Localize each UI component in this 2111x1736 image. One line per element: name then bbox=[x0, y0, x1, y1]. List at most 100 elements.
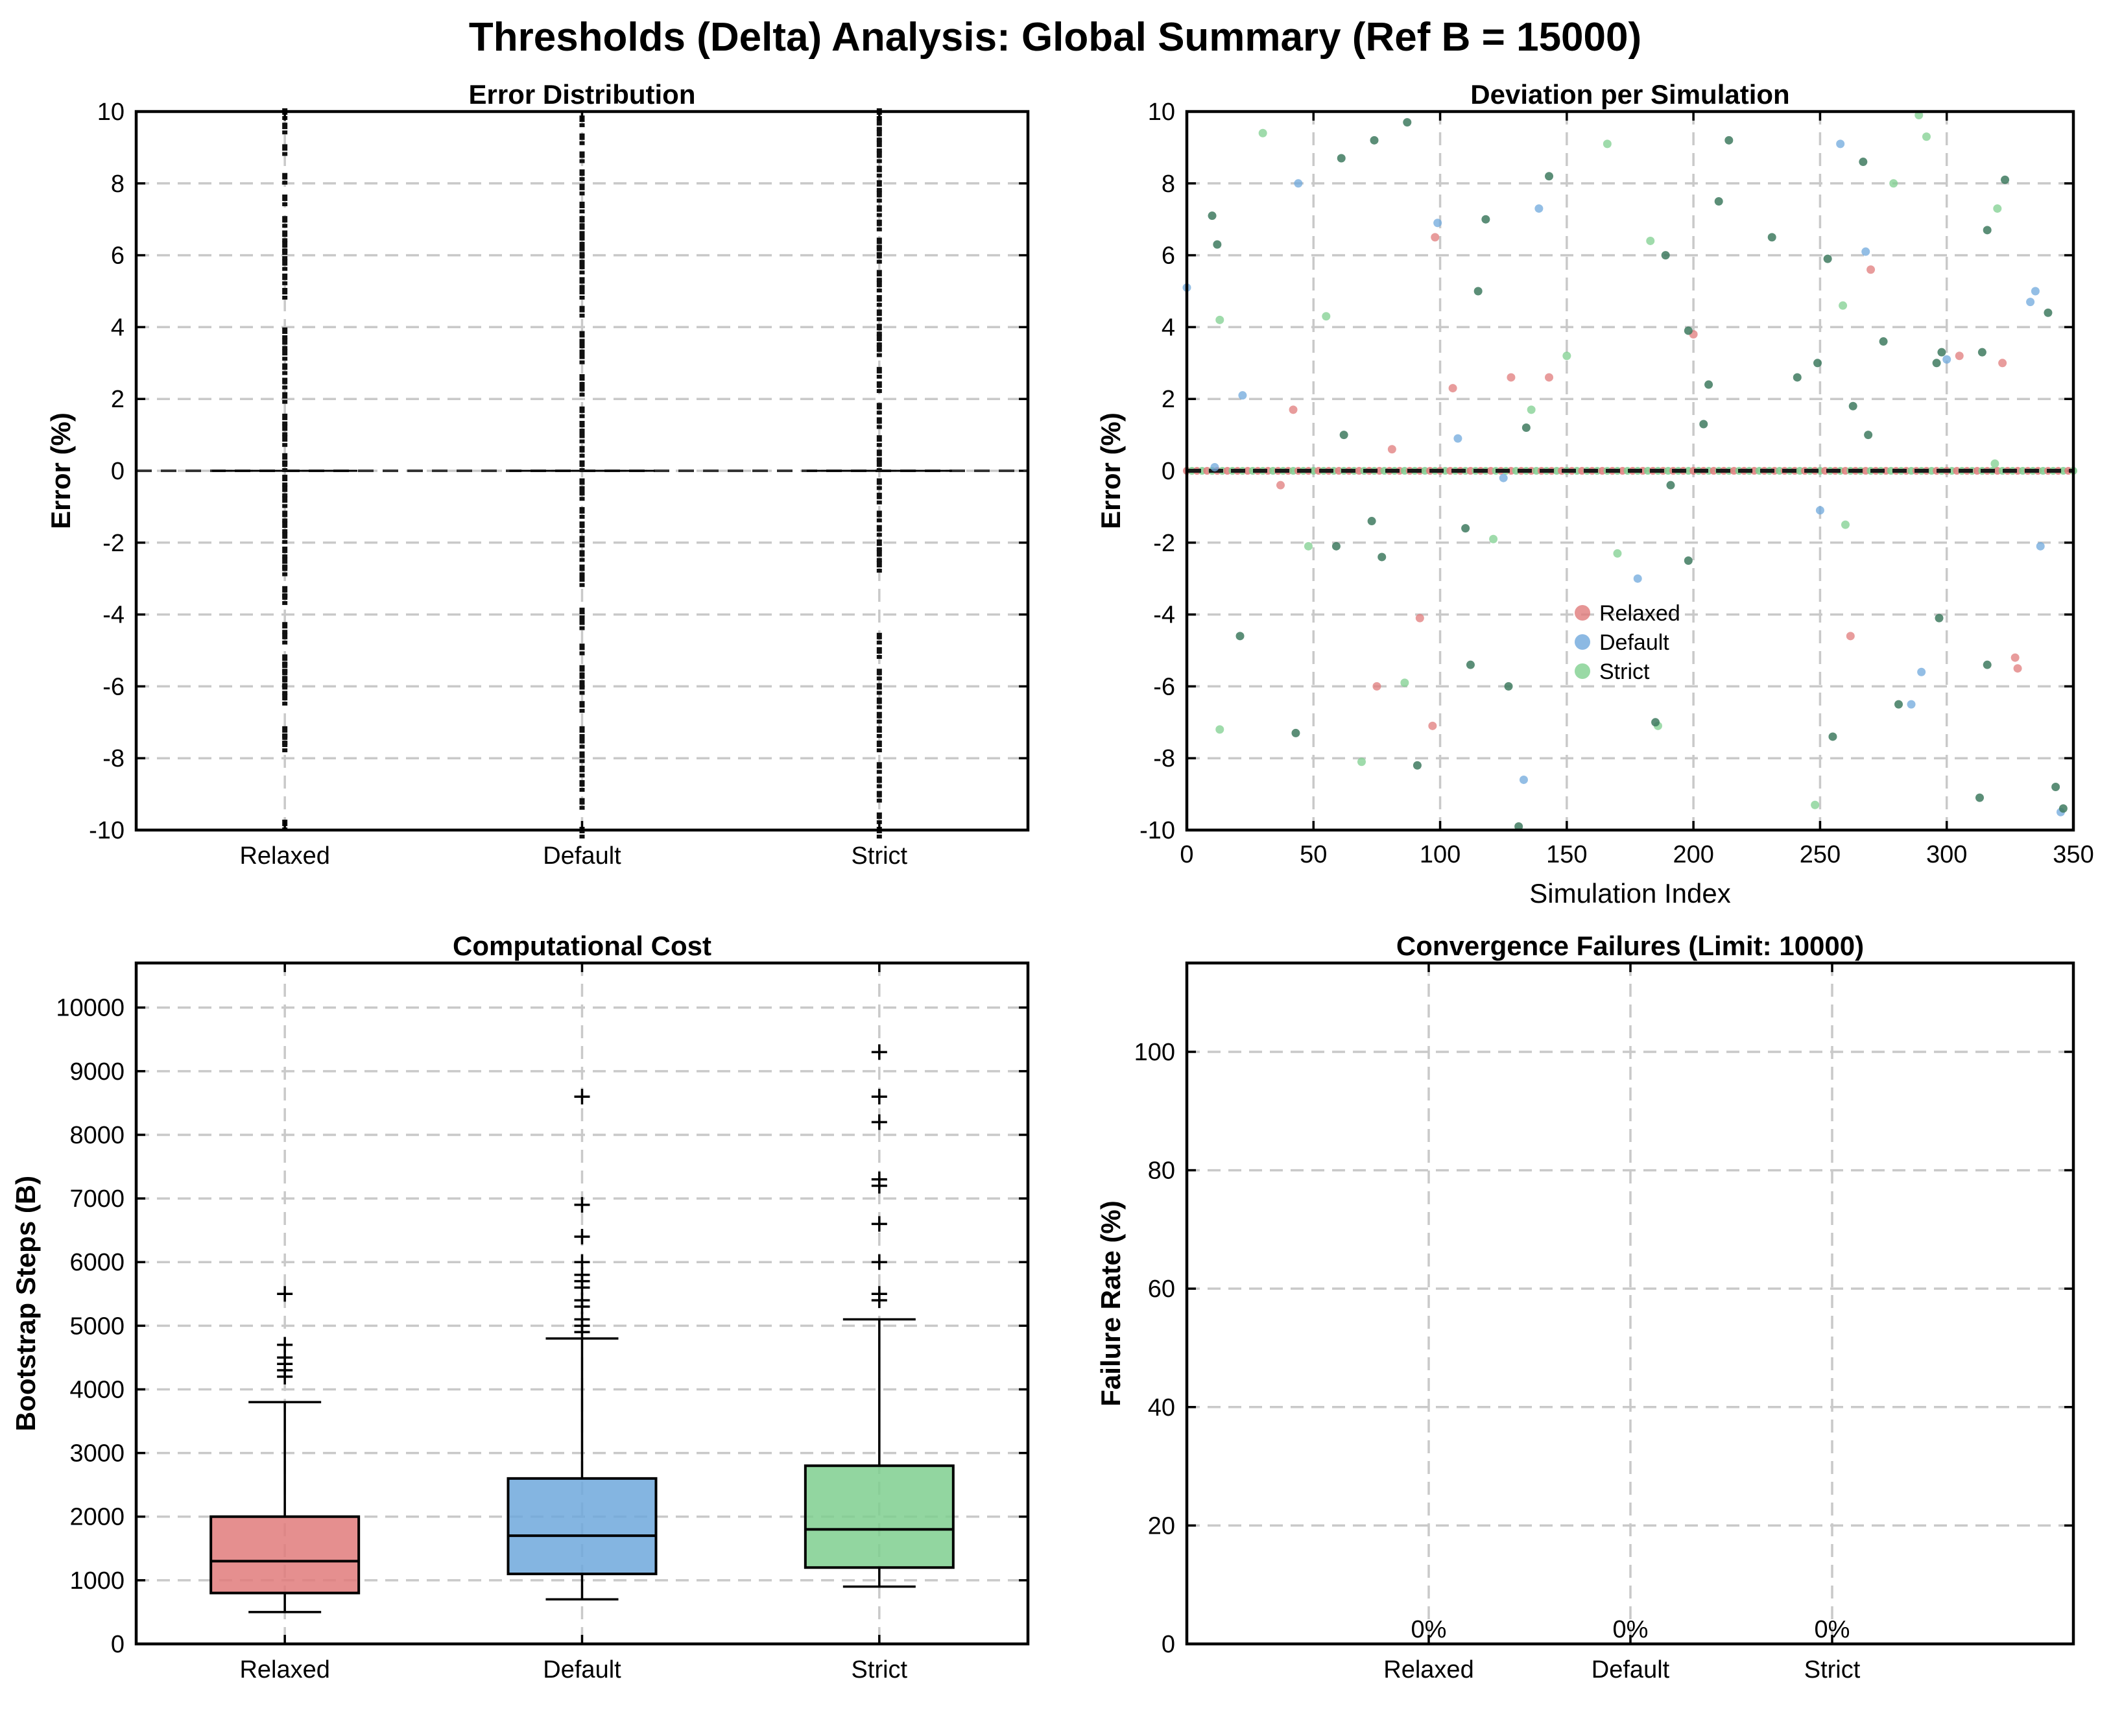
axes-frame bbox=[134, 961, 1030, 1646]
y-tick-label: 6 bbox=[1162, 243, 1175, 270]
scatter-point bbox=[1521, 423, 1531, 433]
strip-point bbox=[876, 705, 882, 709]
scatter-point bbox=[1613, 549, 1622, 558]
strip-point bbox=[579, 352, 585, 359]
scatter-point bbox=[1935, 613, 1944, 623]
strip-point bbox=[579, 360, 585, 364]
scatter-point bbox=[1846, 632, 1855, 641]
strip-point bbox=[876, 676, 882, 681]
x-tick-label: 0 bbox=[1180, 841, 1193, 868]
scatter-point bbox=[1387, 445, 1396, 454]
strip-point bbox=[579, 259, 585, 264]
strip-point bbox=[282, 259, 288, 266]
strip-point bbox=[282, 267, 288, 271]
x-tick-label: Relaxed bbox=[239, 1656, 329, 1683]
y-tick-label: 2 bbox=[111, 386, 125, 413]
strip-point bbox=[282, 216, 288, 223]
strip-point bbox=[579, 618, 585, 625]
strip-point bbox=[579, 805, 585, 810]
y-tick-label: -10 bbox=[89, 817, 125, 844]
strip-point bbox=[282, 748, 288, 753]
strip-point bbox=[579, 615, 585, 620]
strip-point bbox=[579, 428, 585, 433]
strip-point bbox=[876, 366, 882, 374]
strip-point bbox=[579, 331, 585, 338]
strip-point bbox=[876, 335, 882, 342]
scatter-point bbox=[1811, 800, 1820, 809]
scatter-point bbox=[1215, 315, 1224, 324]
scatter-point bbox=[1942, 355, 1951, 364]
scatter-point bbox=[1339, 431, 1348, 440]
x-tick-label: Strict bbox=[852, 842, 908, 870]
strip-point bbox=[876, 784, 882, 789]
strip-point bbox=[876, 237, 882, 244]
scatter-point bbox=[1937, 348, 1946, 357]
legend-marker bbox=[1575, 605, 1590, 621]
strip-point bbox=[579, 529, 585, 534]
scatter-point bbox=[1917, 667, 1926, 676]
scatter-point bbox=[1907, 700, 1916, 709]
scatter-point bbox=[1813, 359, 1822, 368]
outlier-marker bbox=[871, 1089, 887, 1105]
strip-point bbox=[282, 238, 288, 243]
scatter-point bbox=[1633, 574, 1642, 583]
strip-point bbox=[282, 586, 288, 593]
strip-point bbox=[876, 278, 882, 282]
y-tick-label: -10 bbox=[1139, 817, 1175, 844]
x-tick-label: Strict bbox=[1804, 1656, 1861, 1683]
y-tick-label: 10 bbox=[1148, 99, 1175, 126]
strip-point bbox=[579, 184, 585, 191]
outlier-marker bbox=[871, 1171, 887, 1187]
strip-point bbox=[282, 453, 288, 460]
x-tick-label: Relaxed bbox=[1383, 1656, 1473, 1683]
outlier-marker bbox=[574, 1254, 590, 1270]
strip-point bbox=[579, 737, 585, 744]
strip-point bbox=[876, 227, 882, 232]
strip-point bbox=[876, 748, 882, 753]
strip-point bbox=[282, 468, 288, 472]
scatter-point bbox=[1208, 211, 1217, 220]
strip-point bbox=[282, 741, 288, 745]
scatter-point bbox=[1562, 351, 1571, 361]
scatter-point bbox=[1646, 236, 1655, 245]
strip-point bbox=[579, 506, 585, 514]
strip-point bbox=[579, 151, 585, 158]
scatter-point bbox=[1499, 473, 1508, 482]
strip-point bbox=[876, 245, 882, 250]
y-tick-label: 4 bbox=[1162, 314, 1175, 341]
strip-point bbox=[579, 733, 585, 738]
legend-marker bbox=[1575, 634, 1590, 650]
strip-point bbox=[579, 835, 585, 838]
strip-point bbox=[876, 187, 882, 192]
strip-point bbox=[579, 779, 585, 787]
scatter-point bbox=[1998, 359, 2007, 368]
scatter-point bbox=[1545, 172, 1554, 181]
strip-point bbox=[579, 672, 585, 677]
strip-point bbox=[282, 241, 288, 248]
y-tick-label: 80 bbox=[1148, 1158, 1175, 1185]
scatter-point bbox=[2026, 298, 2035, 307]
strip-point bbox=[876, 525, 882, 532]
strip-point bbox=[876, 259, 882, 264]
strip-point bbox=[282, 593, 288, 598]
x-tick-label: Default bbox=[543, 842, 621, 870]
y-tick-label: 20 bbox=[1148, 1512, 1175, 1540]
strip-point bbox=[282, 123, 288, 130]
scatter-point bbox=[1258, 128, 1267, 137]
strip-point bbox=[876, 425, 882, 429]
strip-point bbox=[282, 684, 288, 688]
strip-point bbox=[282, 632, 288, 639]
scatter-point bbox=[1213, 240, 1222, 249]
strip-point bbox=[579, 123, 585, 128]
scatter-point bbox=[1983, 226, 1992, 235]
strip-point bbox=[282, 622, 288, 629]
strip-point bbox=[282, 413, 288, 420]
scatter-point bbox=[1527, 405, 1536, 414]
scatter-point bbox=[1403, 118, 1412, 127]
x-tick-label: Relaxed bbox=[239, 842, 329, 870]
strip-point bbox=[876, 460, 882, 467]
y-tick-label: 8 bbox=[111, 171, 125, 198]
strip-point bbox=[579, 709, 585, 713]
